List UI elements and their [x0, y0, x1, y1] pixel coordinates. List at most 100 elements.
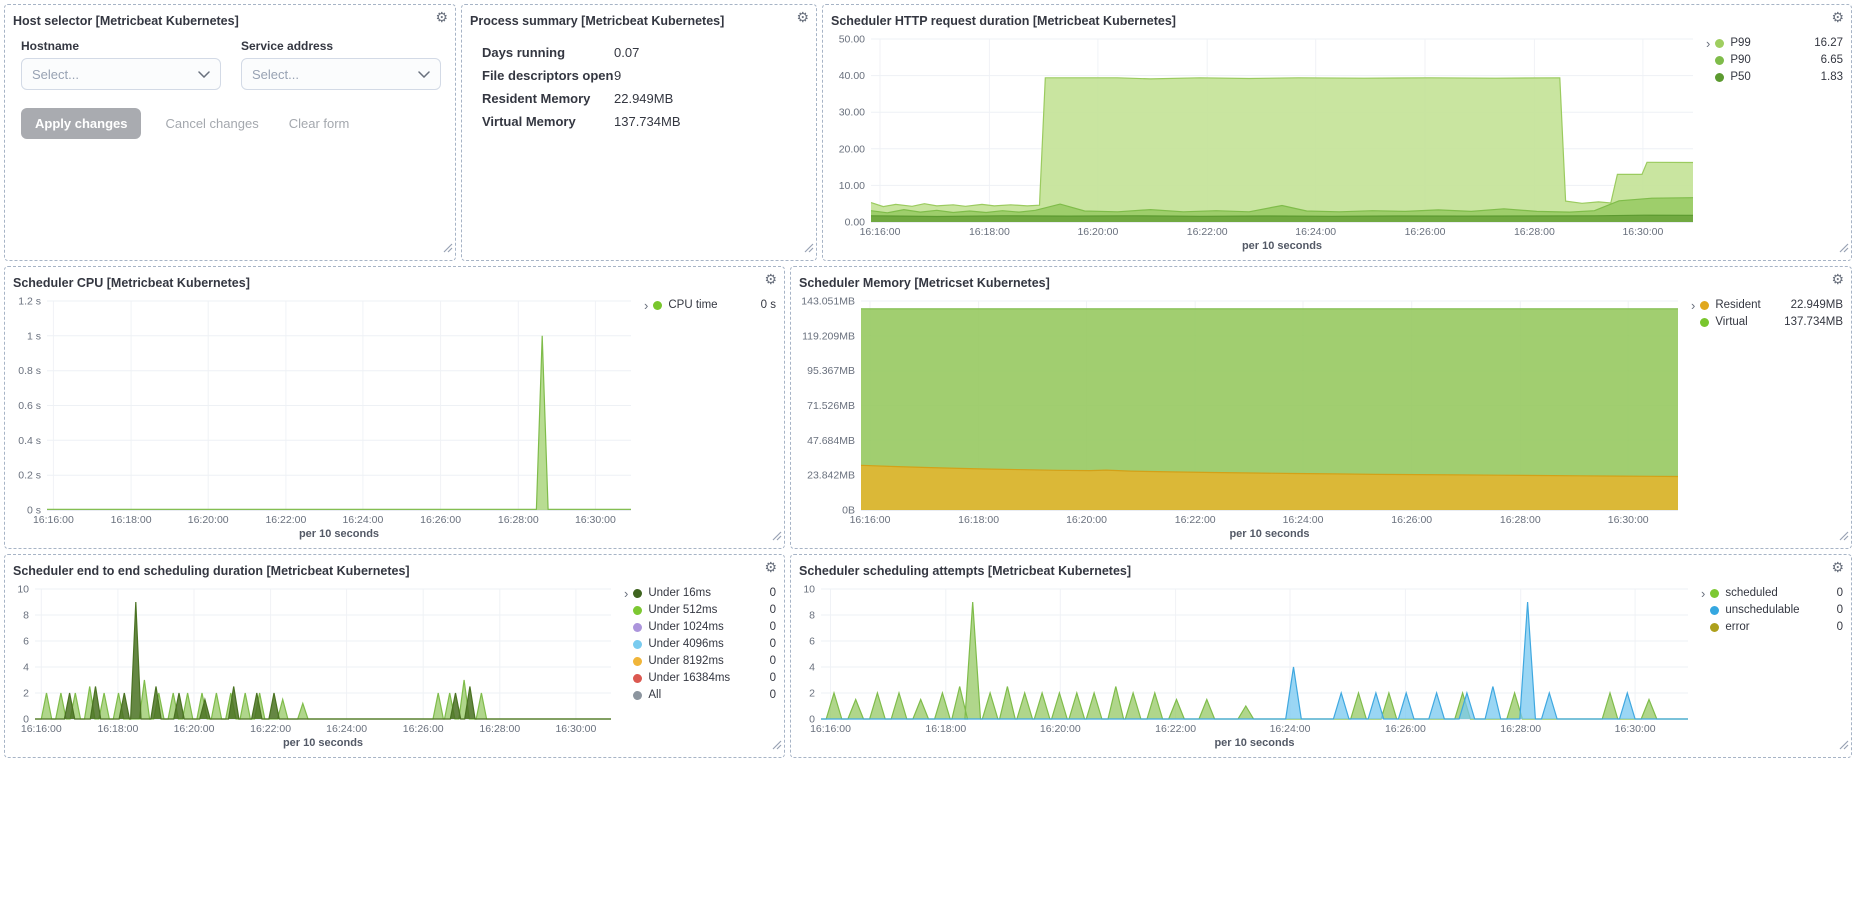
legend-item[interactable]: Under 512ms 0	[633, 604, 776, 617]
clear-form-button[interactable]: Clear form	[283, 116, 356, 131]
service-address-label: Service address	[241, 39, 334, 53]
legend-value: 0	[769, 587, 776, 599]
panel-title[interactable]: Scheduler Memory [Metricset Kubernetes]	[799, 276, 1050, 290]
svg-text:16:24:00: 16:24:00	[326, 723, 367, 735]
panel-title[interactable]: Host selector [Metricbeat Kubernetes]	[13, 14, 239, 28]
panel-settings-icon[interactable]: ⚙	[1831, 271, 1844, 287]
svg-text:per 10 seconds: per 10 seconds	[1214, 737, 1294, 749]
resize-handle[interactable]	[443, 240, 453, 258]
svg-text:10: 10	[803, 584, 815, 596]
legend-collapse-icon[interactable]: ›	[1706, 36, 1711, 51]
legend-item[interactable]: Resident 22.949MB	[1700, 299, 1843, 312]
resize-handle[interactable]	[1839, 528, 1849, 546]
legend-color-dot	[633, 691, 643, 700]
svg-text:40.00: 40.00	[839, 70, 865, 82]
svg-text:16:28:00: 16:28:00	[1500, 514, 1541, 526]
svg-text:10: 10	[17, 584, 29, 596]
cpu-chart[interactable]: 16:16:00 16:18:00 16:20:00 16:22:00 16:24:00…	[13, 293, 641, 540]
legend-collapse-icon[interactable]: ›	[1701, 586, 1706, 601]
legend-item[interactable]: Under 4096ms 0	[633, 638, 776, 651]
legend-label: P90	[1730, 54, 1751, 66]
legend-item[interactable]: scheduled 0	[1710, 587, 1843, 600]
resize-handle[interactable]	[804, 240, 814, 258]
metric-label: Days running	[482, 45, 566, 60]
svg-text:16:20:00: 16:20:00	[1040, 723, 1081, 735]
panel-title[interactable]: Scheduler end to end scheduling duration…	[13, 564, 410, 578]
service-address-select[interactable]: Select...	[241, 58, 441, 90]
legend-color-dot	[633, 589, 643, 598]
legend-collapse-icon[interactable]: ›	[644, 298, 649, 313]
legend-item[interactable]: Under 16384ms 0	[633, 672, 776, 685]
svg-text:30.00: 30.00	[839, 107, 865, 119]
panel-title[interactable]: Scheduler CPU [Metricbeat Kubernetes]	[13, 276, 250, 290]
legend-label: P99	[1730, 37, 1751, 49]
host-selector-form: Hostname Select... Service address Selec…	[13, 31, 447, 139]
svg-text:16:18:00: 16:18:00	[958, 514, 999, 526]
chart-legend: › CPU time 0 s	[641, 293, 776, 540]
metric-label: File descriptors open	[482, 68, 614, 83]
legend-item[interactable]: All 0	[633, 689, 776, 702]
legend-item[interactable]: Under 16ms 0	[633, 587, 776, 600]
legend-label: Under 1024ms	[648, 621, 724, 633]
svg-text:0.6 s: 0.6 s	[18, 400, 41, 412]
svg-text:16:22:00: 16:22:00	[265, 514, 306, 526]
panel-title[interactable]: Process summary [Metricbeat Kubernetes]	[470, 14, 725, 28]
legend-item[interactable]: CPU time 0 s	[653, 299, 776, 312]
resize-handle[interactable]	[772, 528, 782, 546]
svg-text:4: 4	[23, 662, 29, 674]
legend-label: Under 16ms	[648, 587, 711, 599]
chart-svg: 16:16:00 16:18:00 16:20:00 16:22:00 16:24:00…	[17, 584, 611, 749]
metric-value: 0.07	[614, 45, 640, 60]
panel-settings-icon[interactable]: ⚙	[435, 9, 448, 25]
panel-scheduling-duration: Scheduler end to end scheduling duration…	[4, 554, 785, 758]
svg-text:95.367MB: 95.367MB	[807, 365, 855, 377]
metric-value: 22.949MB	[614, 91, 674, 106]
legend-collapse-icon[interactable]: ›	[1691, 298, 1696, 313]
resize-handle[interactable]	[1839, 737, 1849, 755]
legend-item[interactable]: P90 6.65	[1715, 54, 1843, 67]
legend-label: unschedulable	[1725, 604, 1800, 616]
legend-value: 0 s	[760, 299, 776, 311]
legend-collapse-icon[interactable]: ›	[624, 586, 629, 601]
panel-settings-icon[interactable]: ⚙	[1831, 9, 1844, 25]
panel-settings-icon[interactable]: ⚙	[1831, 559, 1844, 575]
memory-chart[interactable]: 16:16:00 16:18:00 16:20:00 16:22:00 16:24:00…	[799, 293, 1688, 540]
svg-text:16:26:00: 16:26:00	[403, 723, 444, 735]
panel-settings-icon[interactable]: ⚙	[764, 559, 777, 575]
apply-changes-button[interactable]: Apply changes	[21, 108, 142, 139]
legend-value: 137.734MB	[1784, 316, 1843, 328]
panel-title[interactable]: Scheduler HTTP request duration [Metricb…	[831, 14, 1176, 28]
hostname-select[interactable]: Select...	[21, 58, 221, 90]
legend-item[interactable]: P50 1.83	[1715, 71, 1843, 84]
http-duration-chart[interactable]: 16:16:00 16:18:00 16:20:00 16:22:00 16:24:00…	[831, 31, 1703, 252]
panel-settings-icon[interactable]: ⚙	[764, 271, 777, 287]
svg-text:0.8 s: 0.8 s	[18, 365, 41, 377]
panel-title[interactable]: Scheduler scheduling attempts [Metricbea…	[799, 564, 1132, 578]
svg-text:0: 0	[23, 714, 29, 726]
scheduling-attempts-chart[interactable]: 16:16:00 16:18:00 16:20:00 16:22:00 16:24:00…	[799, 581, 1698, 749]
svg-text:16:16:00: 16:16:00	[810, 723, 851, 735]
hostname-label: Hostname	[21, 39, 80, 53]
resize-handle[interactable]	[772, 737, 782, 755]
panel-settings-icon[interactable]: ⚙	[796, 9, 809, 25]
resize-handle[interactable]	[1839, 240, 1849, 258]
svg-text:16:18:00: 16:18:00	[925, 723, 966, 735]
legend-label: Virtual	[1715, 316, 1748, 328]
svg-text:16:16:00: 16:16:00	[850, 514, 891, 526]
legend-item[interactable]: error 0	[1710, 621, 1843, 634]
legend-color-dot	[633, 657, 643, 666]
svg-text:per 10 seconds: per 10 seconds	[283, 737, 363, 749]
legend-item[interactable]: Virtual 137.734MB	[1700, 316, 1843, 329]
legend-item[interactable]: Under 1024ms 0	[633, 621, 776, 634]
scheduling-duration-chart[interactable]: 16:16:00 16:18:00 16:20:00 16:22:00 16:24:00…	[13, 581, 621, 749]
svg-text:23.842MB: 23.842MB	[807, 470, 855, 482]
legend-label: error	[1725, 621, 1750, 633]
cancel-changes-button[interactable]: Cancel changes	[159, 116, 264, 131]
legend-item[interactable]: unschedulable 0	[1710, 604, 1843, 617]
chart-legend: › scheduled 0 unschedulable 0 error 0	[1698, 581, 1843, 749]
svg-text:per 10 seconds: per 10 seconds	[299, 528, 379, 540]
legend-item[interactable]: P99 16.27	[1715, 37, 1843, 50]
legend-value: 0	[769, 621, 776, 633]
legend-item[interactable]: Under 8192ms 0	[633, 655, 776, 668]
